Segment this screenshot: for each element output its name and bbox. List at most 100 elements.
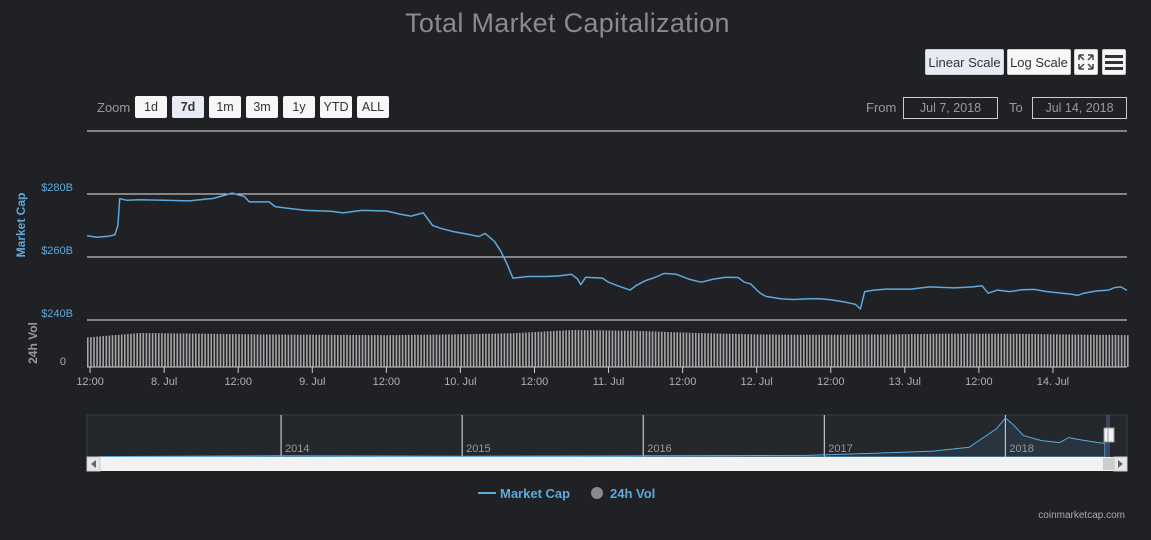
volume-bar	[778, 334, 780, 367]
volume-bar	[1049, 334, 1052, 367]
fullscreen-button[interactable]	[1074, 49, 1098, 75]
zoom-3m-button[interactable]: 3m	[246, 96, 278, 118]
volume-bar	[951, 333, 953, 367]
volume-bar	[90, 337, 92, 367]
volume-bar	[151, 333, 154, 367]
volume-bar	[266, 334, 268, 367]
navigator-background	[86, 414, 1128, 458]
volume-bar	[880, 334, 882, 367]
volume-bar	[549, 331, 552, 367]
x-tick-label: 12:00	[817, 376, 845, 388]
volume-bar	[253, 334, 256, 367]
zoom-7d-button[interactable]: 7d	[172, 96, 204, 118]
to-date-input[interactable]	[1032, 97, 1127, 119]
zoom-1m-button[interactable]: 1m	[209, 96, 241, 118]
navigator-year-label: 2014	[285, 443, 309, 455]
volume-bar	[901, 334, 904, 367]
volume-bar	[506, 333, 509, 367]
volume-bar	[938, 333, 941, 367]
volume-bar	[926, 333, 928, 367]
scrollbar-thumb[interactable]	[1103, 458, 1114, 470]
volume-bar	[1056, 334, 1058, 367]
volume-bar	[395, 335, 398, 367]
volume-bar	[750, 334, 753, 367]
menu-button[interactable]	[1102, 49, 1126, 75]
volume-bar	[593, 330, 595, 367]
log-scale-button[interactable]: Log Scale	[1007, 49, 1071, 75]
volume-bar	[633, 330, 635, 367]
volume-bar	[145, 333, 148, 367]
x-tick-label: 9. Jul	[299, 376, 325, 388]
volume-bar	[821, 334, 824, 367]
volume-bar	[843, 334, 845, 367]
volume-bar	[932, 333, 935, 367]
volume-bar	[929, 333, 932, 367]
volume-bar	[386, 335, 388, 367]
volume-bar	[815, 334, 817, 367]
volume-bar	[1052, 334, 1055, 367]
volume-bar	[670, 332, 672, 367]
volume-bar	[330, 334, 333, 367]
linear-scale-button[interactable]: Linear Scale	[925, 49, 1004, 75]
volume-bar	[963, 333, 965, 367]
to-label: To	[1009, 100, 1023, 115]
volume-bar	[1012, 333, 1015, 367]
volume-bar	[191, 333, 194, 367]
volume-bar	[605, 330, 608, 367]
volume-bar	[216, 333, 219, 367]
volume-bar	[238, 334, 240, 367]
legend-market-cap[interactable]: Market Cap	[500, 486, 571, 501]
zoom-all-button[interactable]: ALL	[357, 96, 389, 118]
zoom-1y-button[interactable]: 1y	[283, 96, 315, 118]
volume-bar	[586, 330, 589, 367]
volume-bar	[772, 334, 774, 367]
volume-bar	[840, 334, 842, 367]
zoom-ytd-button[interactable]: YTD	[320, 96, 352, 118]
volume-bar	[426, 334, 429, 367]
x-tick-label: 12:00	[373, 376, 401, 388]
scrollbar-track[interactable]	[87, 457, 1127, 471]
volume-bar	[324, 334, 327, 367]
from-date-input[interactable]	[903, 97, 998, 119]
navigator[interactable]: 2014 2015 2016 2017 2018	[86, 414, 1128, 458]
navigator-year-label: 2018	[1009, 443, 1033, 455]
volume-bar	[624, 330, 626, 367]
volume-bar	[438, 334, 441, 367]
legend-24h-vol[interactable]: 24h Vol	[610, 486, 656, 501]
volume-bar	[516, 333, 518, 367]
volume-bar	[1065, 334, 1067, 367]
volume-bar	[1068, 334, 1070, 367]
volume-bar	[460, 334, 462, 367]
volume-bar	[380, 335, 382, 367]
credits[interactable]: coinmarketcap.com	[1038, 510, 1125, 521]
volume-bar	[482, 333, 484, 367]
volume-bar	[747, 334, 749, 367]
volume-bar	[867, 334, 870, 367]
zoom-1d-button[interactable]: 1d	[135, 96, 167, 118]
volume-bar	[639, 331, 641, 367]
volume-bar	[244, 334, 246, 367]
volume-bar	[1071, 334, 1074, 367]
volume-bar	[710, 333, 712, 367]
volume-bar	[886, 334, 888, 367]
navigator-right-handle[interactable]	[1107, 427, 1115, 443]
volume-bar	[836, 334, 839, 367]
scrollbar[interactable]	[86, 456, 1128, 472]
volume-bar	[991, 333, 993, 367]
volume-bar	[954, 333, 956, 367]
volume-bar	[340, 334, 342, 367]
volume-bar	[93, 336, 95, 367]
volume-bar	[463, 334, 466, 367]
volume-bar	[1059, 334, 1061, 367]
volume-bar	[154, 333, 157, 367]
volume-bar	[769, 334, 771, 367]
volume-bar	[333, 334, 336, 367]
volume-bar	[1099, 334, 1101, 367]
volume-bar	[806, 334, 808, 367]
volume-bar	[478, 333, 481, 367]
volume-bar	[519, 332, 521, 367]
x-tick-label: 12:00	[521, 376, 549, 388]
volume-bar	[1043, 334, 1046, 367]
volume-bar	[148, 333, 151, 367]
y-tick-label: $260B	[41, 245, 73, 257]
